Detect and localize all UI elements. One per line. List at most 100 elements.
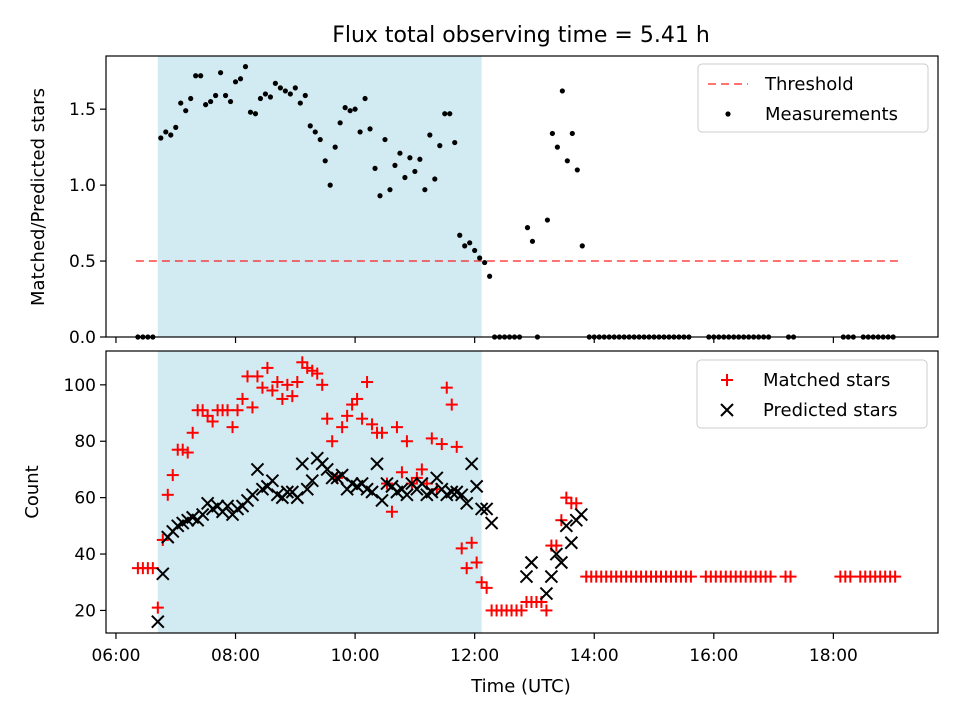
measurement-point (472, 247, 478, 254)
predicted-star-point (305, 474, 319, 488)
measurement-point (188, 95, 194, 102)
predicted-star-point (474, 502, 489, 516)
threshold-legend-label: Threshold (764, 74, 854, 95)
bottom-y-ticks: 20 40 60 80 100 (64, 376, 106, 621)
measurements-legend-marker (725, 111, 731, 117)
count-points (131, 356, 902, 629)
predicted-star-point (554, 555, 569, 570)
matched-star-point (226, 421, 239, 434)
measurement-point (432, 176, 438, 182)
matched-star-point (341, 409, 354, 422)
matched-star-point (246, 401, 259, 414)
measurement-point (227, 98, 234, 105)
matched-star-point (361, 376, 374, 389)
matched-star-point (515, 604, 528, 617)
measurement-point (272, 80, 278, 86)
top-y-tick-label: 1.0 (69, 176, 96, 196)
matched-star-point (450, 440, 463, 453)
top-y-tick-label: 0.0 (69, 328, 96, 348)
measurement-point (392, 162, 398, 168)
predicted-star-point (290, 490, 305, 505)
matched-star-point (311, 367, 324, 380)
measurement-point (377, 193, 383, 199)
predicted-star-point (539, 586, 554, 601)
measurement-point (564, 158, 570, 164)
measurement-point (524, 225, 531, 231)
matched-star-point (550, 539, 563, 552)
measurement-point (217, 70, 224, 76)
bottom-panel: 20 40 60 80 100 06:00 08:00 10:00 12:00 14:00 16:… (22, 350, 939, 697)
measurement-point (559, 88, 565, 94)
matched-star-point (281, 378, 294, 391)
measurement-point (397, 150, 403, 156)
measurement-point (554, 144, 560, 150)
measurement-point (173, 124, 179, 130)
matched-star-point (889, 570, 902, 583)
matched-star-point (445, 398, 458, 411)
measurements-legend-label: Measurements (765, 104, 898, 125)
bottom-legend: Matched stars Predicted stars (696, 359, 928, 429)
measurement-point (482, 259, 488, 266)
predicted-star-point (400, 488, 414, 502)
matched-star-point (261, 361, 274, 374)
measurement-point (158, 135, 164, 141)
measurement-point (487, 273, 493, 279)
measurement-point (203, 102, 209, 108)
matched-star-point (251, 370, 264, 383)
measurement-point (417, 156, 423, 162)
matched-star-point (286, 390, 299, 403)
predicted-star-point (265, 474, 280, 488)
top-legend: Threshold Measurements (697, 63, 929, 133)
predicted-legend-marker (720, 403, 734, 417)
matched-star-point (460, 562, 473, 575)
matched-star-point (271, 376, 284, 389)
measurement-point (277, 85, 283, 91)
bottom-axes-frame (105, 350, 939, 634)
matched-star-point (784, 570, 797, 583)
measurement-point (267, 94, 274, 100)
matched-star-point (385, 505, 398, 518)
measurement-point (208, 98, 214, 105)
measurement-point (257, 95, 264, 102)
matched-star-point (351, 392, 364, 405)
matched-star-point (480, 581, 493, 594)
measurement-point (347, 108, 353, 114)
top-axes-frame (105, 55, 939, 338)
predicted-star-point (549, 547, 564, 561)
matched-star-point (326, 435, 339, 448)
predicted-star-point (524, 555, 539, 570)
matched-star-point (236, 392, 249, 405)
measurement-point (387, 187, 393, 193)
predicted-star-point (365, 485, 379, 499)
matched-star-point (256, 381, 269, 394)
predicted-star-point (445, 485, 459, 499)
measurement-point (242, 64, 249, 70)
matched-star-point (206, 415, 219, 428)
matched-star-point (465, 536, 478, 549)
measurement-point (367, 126, 373, 132)
matched-star-point (395, 466, 408, 479)
measurement-point (307, 123, 313, 129)
predicted-star-point (469, 479, 484, 494)
measurement-point (549, 130, 555, 137)
measurement-point (357, 129, 363, 135)
predicted-star-point (370, 457, 384, 471)
matched-star-point (356, 412, 369, 425)
matched-star-point (166, 469, 179, 482)
measurement-point (337, 120, 343, 126)
matched-star-point (266, 384, 279, 397)
measurement-point (183, 108, 189, 114)
x-tick-label: 14:00 (570, 646, 619, 666)
predicted-star-point (325, 471, 339, 485)
predicted-star-point (335, 468, 349, 482)
top-x-ticks (115, 337, 834, 343)
predicted-star-point (459, 496, 474, 510)
matched-star-point (186, 426, 199, 439)
matched-star-point (156, 533, 169, 546)
predicted-star-point (295, 457, 309, 471)
predicted-star-point (484, 516, 499, 530)
measurement-point (372, 165, 378, 171)
bottom-y-tick-label: 20 (74, 601, 96, 621)
matched-star-point (415, 463, 428, 476)
